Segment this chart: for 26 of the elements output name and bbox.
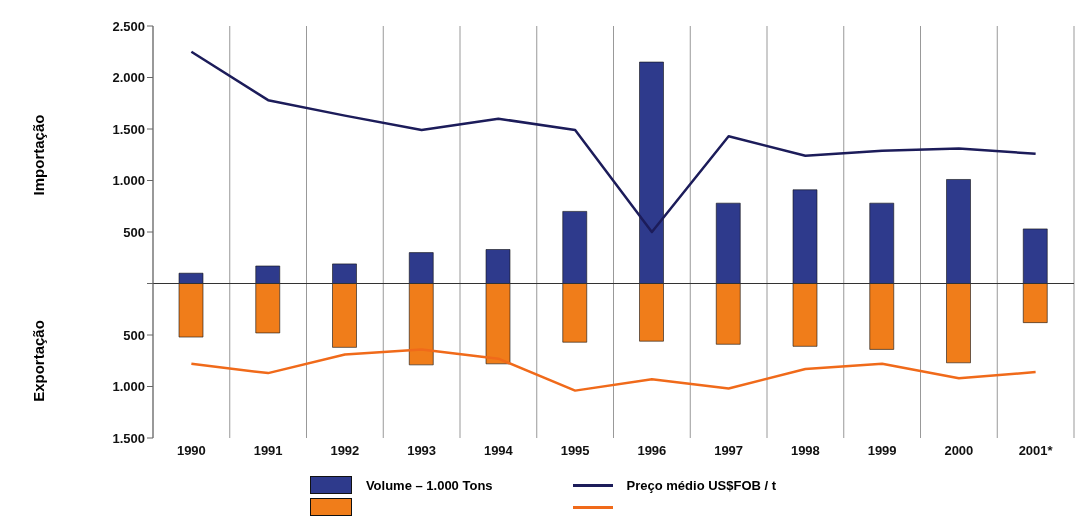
x-tick-label: 1996: [637, 443, 667, 459]
y-tick-label: 2.500: [112, 18, 145, 34]
x-tick-label: 1992: [330, 443, 360, 459]
x-tick-label: 2001*: [1018, 443, 1054, 459]
x-tick-label: 2000: [944, 443, 974, 459]
y-tick-label: 1.000: [112, 173, 145, 189]
x-tick-label: 1991: [253, 443, 283, 459]
line-series: [190, 348, 1037, 392]
y-tick-label: 1.500: [112, 430, 145, 446]
y-tick-label: 500: [123, 327, 145, 343]
legend-label: Preço médio US$FOB / t: [626, 477, 777, 493]
y-axis-title: Importação: [29, 114, 47, 196]
x-tick-label: 1993: [407, 443, 437, 459]
y-tick-label: 500: [123, 224, 145, 240]
line-series: [190, 50, 1037, 234]
x-tick-label: 1997: [714, 443, 744, 459]
legend-label: Volume – 1.000 Tons: [365, 477, 493, 493]
text: Exportação: [29, 319, 47, 402]
x-tick-label: 1999: [867, 443, 897, 459]
x-tick-label: 1998: [790, 443, 820, 459]
x-tick-label: 1995: [560, 443, 590, 459]
y-tick-label: 1.500: [112, 121, 145, 137]
y-tick-label: 1.000: [112, 379, 145, 395]
x-tick-label: 1990: [176, 443, 206, 459]
y-tick-label: 2.000: [112, 70, 145, 86]
x-tick-label: 1994: [483, 443, 514, 459]
